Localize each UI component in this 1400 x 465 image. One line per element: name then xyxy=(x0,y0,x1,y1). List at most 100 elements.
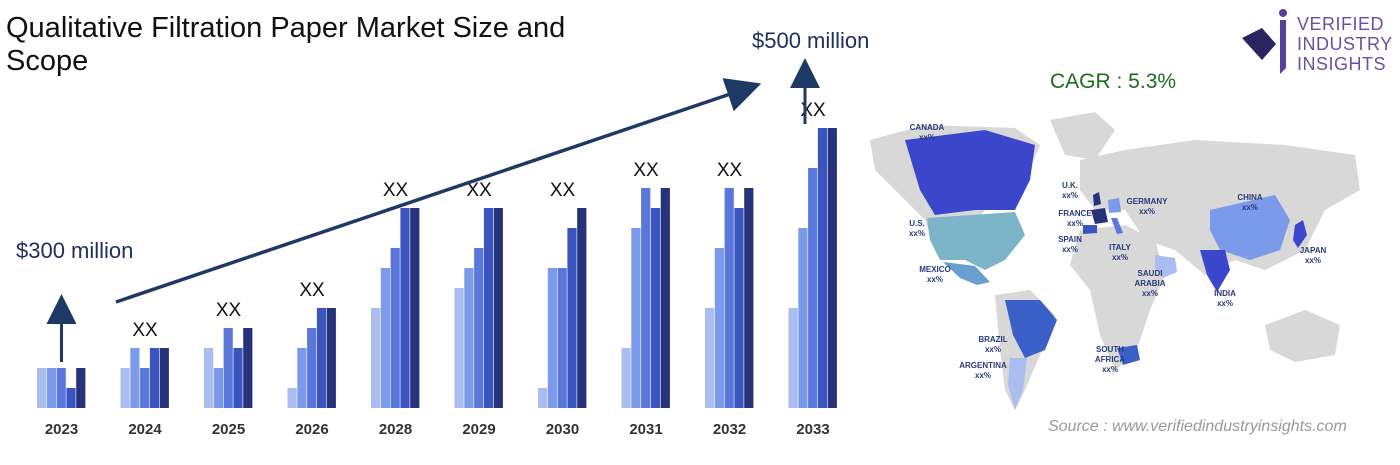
bar-2032-s5 xyxy=(744,188,754,408)
map-mexico xyxy=(943,262,990,285)
logo-line-2: INDUSTRY xyxy=(1297,34,1393,54)
map-spain xyxy=(1083,225,1097,234)
bar-2023-s1 xyxy=(37,368,47,408)
bar-2030-s2 xyxy=(547,268,557,408)
map-argentina xyxy=(1008,358,1027,410)
x-tick-label: 2025 xyxy=(212,421,245,438)
bar-2028-s3 xyxy=(390,248,400,408)
source-note: Source : www.verifiedindustryinsights.co… xyxy=(1048,418,1347,435)
map-label-value: AFRICA xyxy=(1095,355,1125,364)
start-value-label: $300 million xyxy=(16,238,134,263)
map-usa xyxy=(927,212,1025,270)
world-map: CANADAxx%U.S.xx%MEXICOxx%BRAZILxx%ARGENT… xyxy=(870,112,1360,410)
bar-value-label: XX xyxy=(717,160,743,181)
bar-2025-s3 xyxy=(223,328,233,408)
map-label-value: xx% xyxy=(1067,219,1083,228)
map-label-name: FRANCE xyxy=(1058,209,1092,218)
map-label-name: U.S. xyxy=(909,219,925,228)
bar-2031-s1 xyxy=(621,348,631,408)
map-label-value: xx% xyxy=(985,345,1001,354)
map-africa-base xyxy=(1070,225,1165,370)
bar-value-label: XX xyxy=(216,300,242,321)
bar-2024-s3 xyxy=(140,368,150,408)
map-label-value: xx% xyxy=(1062,245,1078,254)
bar-2033-s1 xyxy=(788,308,798,408)
map-label-value: xx% xyxy=(1139,207,1155,216)
map-label-name: CANADA xyxy=(910,123,945,132)
map-label-value: xx% xyxy=(927,275,943,284)
x-tick-label: 2032 xyxy=(713,421,746,438)
bar-2028-s5 xyxy=(410,208,420,408)
bar-2030-s3 xyxy=(557,268,567,408)
bar-2023-s4 xyxy=(66,388,76,408)
map-label-name: CHINA xyxy=(1237,193,1263,202)
bar-2031-s2 xyxy=(631,228,641,408)
map-label-name: INDIA xyxy=(1214,289,1236,298)
logo-line-3: INSIGHTS xyxy=(1297,54,1387,74)
bar-2025-s5 xyxy=(243,328,253,408)
bar-value-label: XX xyxy=(132,320,158,341)
bar-2028-s1 xyxy=(371,308,381,408)
bar-2025-s4 xyxy=(233,348,243,408)
map-label-value: xx% xyxy=(1112,253,1128,262)
map-brazil xyxy=(1005,300,1057,358)
bar-2029-s3 xyxy=(474,248,484,408)
bar-2031-s3 xyxy=(641,188,651,408)
bar-2033-s3 xyxy=(808,168,818,408)
bar-2030-s1 xyxy=(538,388,548,408)
x-tick-label: 2026 xyxy=(295,421,328,438)
map-germany xyxy=(1108,198,1121,213)
trend-arrow xyxy=(115,78,762,304)
vii-logo-icon xyxy=(1242,9,1287,74)
bar-value-label: XX xyxy=(299,280,325,301)
end-value-label: $500 million xyxy=(752,28,870,53)
bar-2031-s4 xyxy=(650,208,661,408)
x-tick-label: 2028 xyxy=(379,421,412,438)
map-france xyxy=(1091,208,1108,224)
map-south-africa xyxy=(1117,345,1140,365)
bar-2024-s5 xyxy=(159,348,169,408)
map-china xyxy=(1210,195,1290,260)
map-label-value: xx% xyxy=(909,229,925,238)
bar-2025-s1 xyxy=(204,348,214,408)
bar-2032-s1 xyxy=(705,308,715,408)
x-tick-label: 2029 xyxy=(462,421,495,438)
bar-2024-s1 xyxy=(120,368,130,408)
bar-2033-s4 xyxy=(817,128,828,408)
bar-2032-s2 xyxy=(714,248,724,408)
bar-2030-s4 xyxy=(567,228,577,408)
bar-2026-s3 xyxy=(307,328,317,408)
map-label-name: JAPAN xyxy=(1300,246,1327,255)
bar-2033-s2 xyxy=(798,228,808,408)
bar-2032-s3 xyxy=(724,188,734,408)
logo-line-1: VERIFIED xyxy=(1297,14,1385,34)
map-label-name: MEXICO xyxy=(919,265,951,274)
map-label-value: xx% xyxy=(919,133,935,142)
map-label-value: xx% xyxy=(1142,289,1158,298)
map-label-name: GERMANY xyxy=(1127,197,1169,206)
map-label-name: ARGENTINA xyxy=(959,361,1007,370)
map-label-name: SOUTH xyxy=(1096,345,1124,354)
bar-value-label: XX xyxy=(800,100,826,121)
map-italy xyxy=(1111,218,1123,234)
chart-title: Qualitative Filtration Paper Market Size… xyxy=(6,12,566,77)
bar-2024-s2 xyxy=(130,348,140,408)
bar-2028-s4 xyxy=(400,208,410,408)
bar-2026-s5 xyxy=(326,308,336,408)
map-label-name: ITALY xyxy=(1109,243,1131,252)
bar-2032-s4 xyxy=(734,208,744,408)
bar-value-label: XX xyxy=(383,180,409,201)
bar-2029-s2 xyxy=(464,268,474,408)
map-label-value: ARABIA xyxy=(1134,279,1165,288)
map-australia-base xyxy=(1265,310,1340,362)
bar-value-label: XX xyxy=(466,180,492,201)
bar-2026-s4 xyxy=(316,308,327,408)
map-canada xyxy=(905,130,1035,215)
map-labels: CANADAxx%U.S.xx%MEXICOxx%BRAZILxx%ARGENT… xyxy=(909,123,1326,380)
map-label-value: xx% xyxy=(1305,256,1321,265)
bar-2029-s5 xyxy=(493,208,503,408)
map-saudi-arabia xyxy=(1155,255,1177,278)
bar-2023-s5 xyxy=(76,368,86,408)
x-tick-label: 2031 xyxy=(629,421,662,438)
map-label-value: xx% xyxy=(1062,191,1078,200)
